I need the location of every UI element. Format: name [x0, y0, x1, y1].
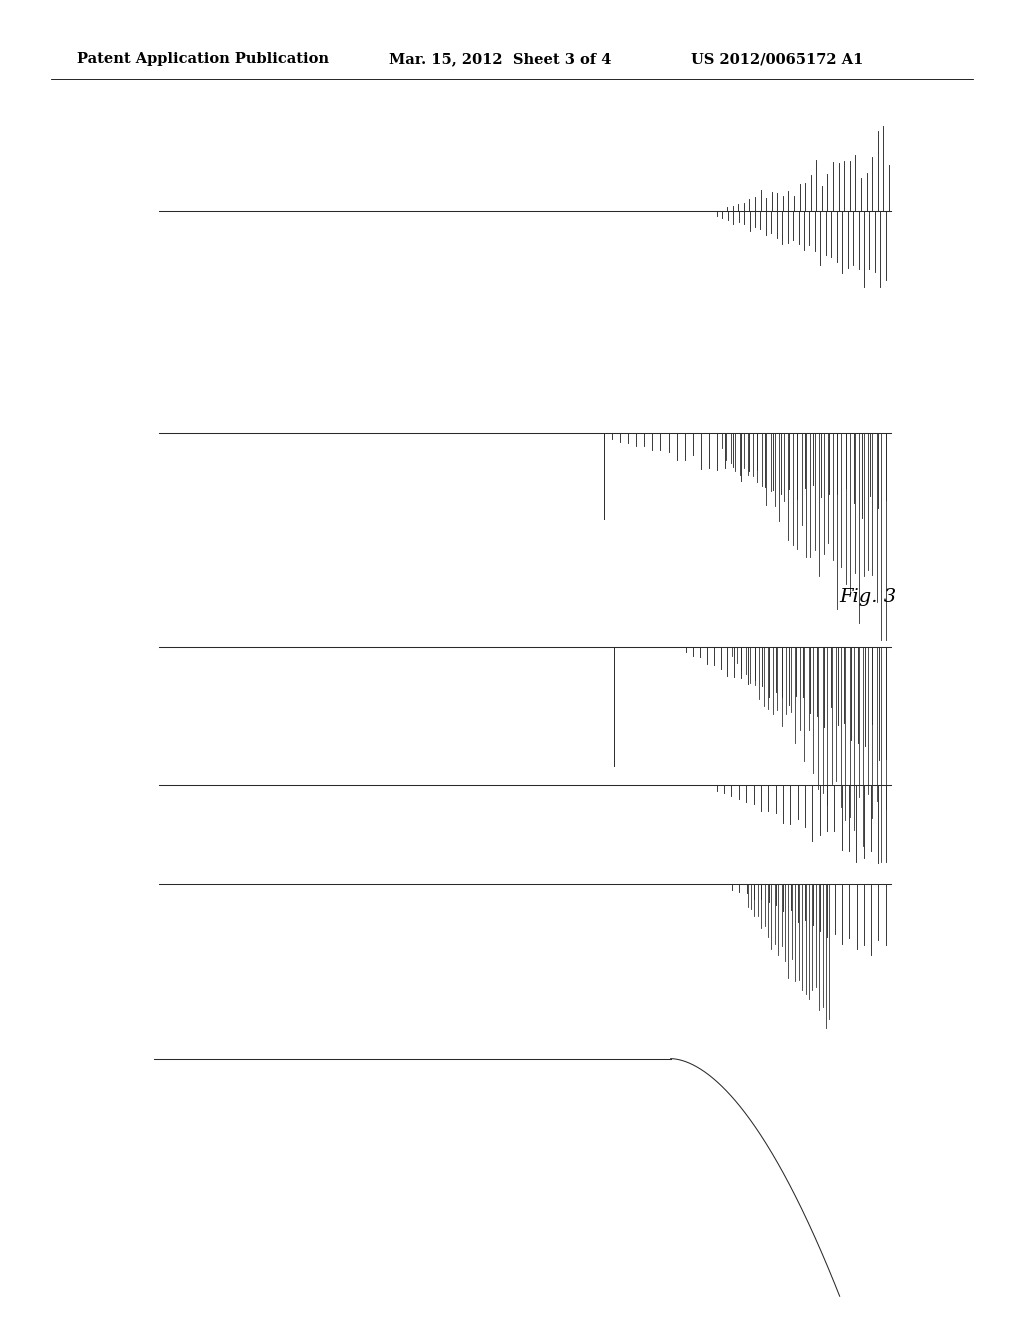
Text: Patent Application Publication: Patent Application Publication: [77, 53, 329, 66]
Text: Fig. 3: Fig. 3: [840, 587, 897, 606]
Text: Mar. 15, 2012  Sheet 3 of 4: Mar. 15, 2012 Sheet 3 of 4: [389, 53, 611, 66]
Text: US 2012/0065172 A1: US 2012/0065172 A1: [691, 53, 863, 66]
